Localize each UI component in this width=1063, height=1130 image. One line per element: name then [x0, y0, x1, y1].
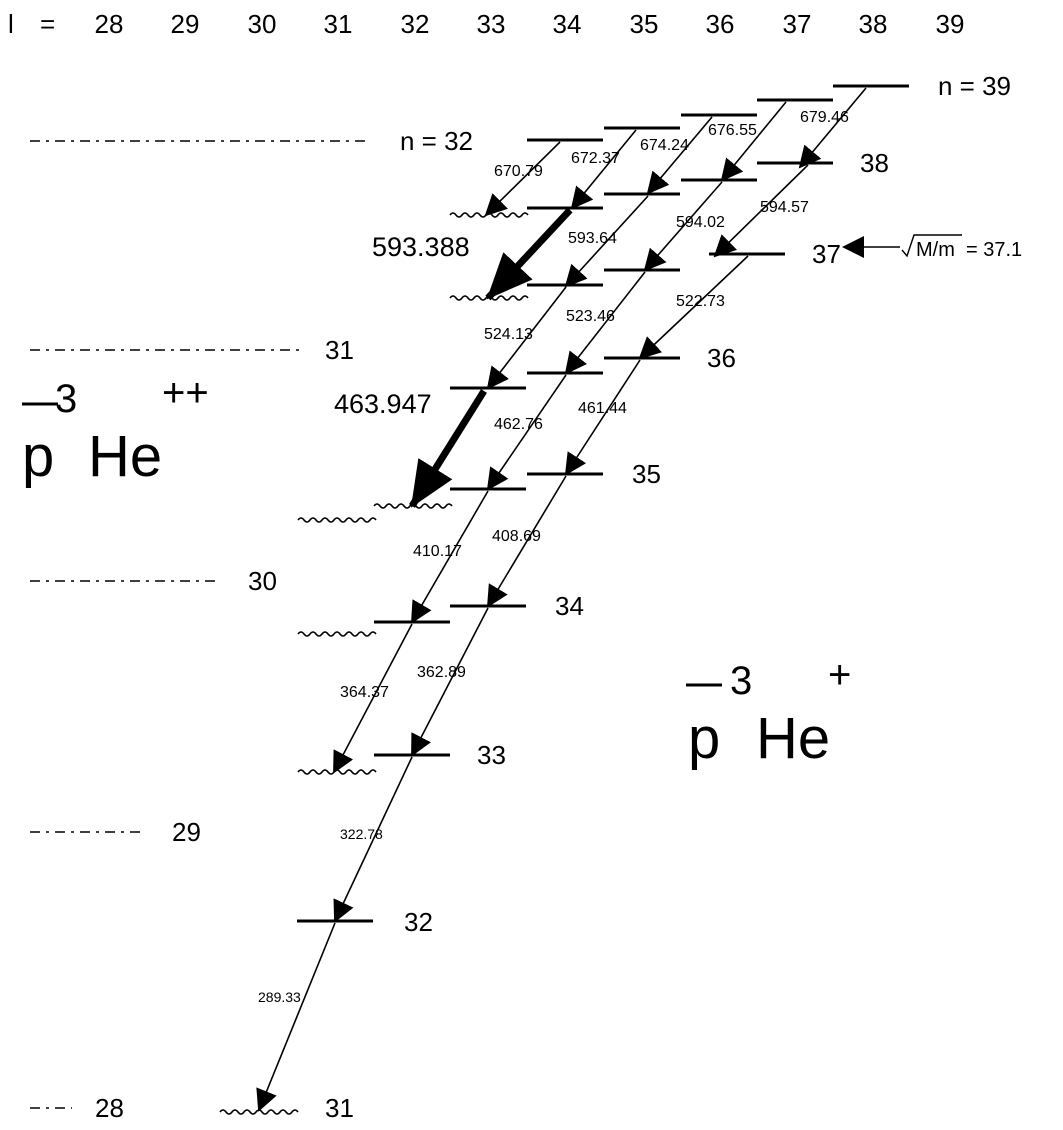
ion-level-n31-label: 31 — [325, 335, 354, 365]
transitions — [256, 87, 867, 1112]
wavelength-674-24: 674.24 — [640, 137, 689, 154]
level-n31-label: 31 — [325, 1093, 354, 1123]
transition-arrow-522-73 — [638, 255, 749, 360]
wavelength-594-57: 594.57 — [760, 199, 809, 216]
species-atom-label: p 3 He + — [686, 653, 851, 771]
wavy-state — [449, 212, 529, 218]
transition-arrow-462-76 — [486, 374, 567, 491]
l-value-30: 30 — [248, 9, 277, 39]
wavelength-679-46: 679.46 — [800, 109, 849, 126]
wavelength-593-388: 593.388 — [372, 232, 470, 262]
wavelength-364-37: 364.37 — [340, 684, 389, 701]
wavelength-410-17: 410.17 — [413, 543, 462, 560]
transition-arrow-461-44 — [564, 359, 641, 476]
transition-arrow-362-89 — [411, 607, 489, 757]
l-axis: l = 28 29 30 31 32 33 34 35 36 37 38 39 — [8, 9, 964, 39]
transition-arrow-594-57 — [713, 164, 809, 258]
l-value-31: 31 — [324, 9, 353, 39]
wavelength-462-76: 462.76 — [494, 416, 543, 433]
wavelength-593-64: 593.64 — [568, 230, 617, 247]
wavelength-463-947: 463.947 — [334, 389, 432, 419]
level-n34-label: 34 — [555, 591, 584, 621]
short-lived-states — [219, 212, 529, 1115]
sqrt-sign — [901, 234, 962, 258]
transition-arrow-410-17 — [410, 490, 489, 624]
level-n39-label: n = 39 — [938, 71, 1011, 101]
atom-levels: n = 39 38 37 36 35 34 33 32 — [297, 71, 1011, 1123]
wavelength-461-44: 461.44 — [578, 400, 627, 417]
level-n35-label: 35 — [632, 459, 661, 489]
l-value-36: 36 — [706, 9, 735, 39]
species-ion-charge: ++ — [162, 371, 209, 415]
wavy-state — [297, 517, 377, 523]
wavelength-362-89: 362.89 — [417, 664, 466, 681]
ion-level-n30-label: 30 — [248, 566, 277, 596]
wavy-state — [297, 631, 377, 637]
l-value-37: 37 — [783, 9, 812, 39]
transition-arrow-408-69 — [486, 475, 567, 608]
wavelength-524-13: 524.13 — [484, 326, 533, 343]
l-value-35: 35 — [630, 9, 659, 39]
transition-arrow-593-388 — [485, 207, 573, 301]
l-value-38: 38 — [859, 9, 888, 39]
transition-labels: 679.46 676.55 674.24 672.37 670.79 594.5… — [258, 109, 849, 1005]
species-atom-element: He — [756, 706, 830, 771]
transition-arrow-463-947 — [409, 389, 487, 508]
level-n36-label: 36 — [707, 343, 736, 373]
mass-ratio-label: M/m — [916, 239, 955, 261]
wavelength-670-79: 670.79 — [494, 163, 543, 180]
level-n33-label: 33 — [477, 740, 506, 770]
l-value-39: 39 — [936, 9, 965, 39]
species-ion-element: He — [88, 424, 162, 489]
transition-arrow-593-64 — [564, 195, 649, 288]
transition-arrow-289-33 — [256, 922, 336, 1112]
mass-ratio-annotation: M/m = 37.1 — [842, 234, 1022, 261]
l-axis-eq: = — [40, 9, 55, 39]
species-atom-charge: + — [828, 653, 851, 697]
transition-arrow-524-13 — [486, 286, 567, 390]
level-n38-label: 38 — [860, 148, 889, 178]
transition-arrow-670-79 — [484, 141, 561, 217]
wavelength-594-02: 594.02 — [676, 214, 725, 231]
level-n32-label: 32 — [404, 907, 433, 937]
l-value-32: 32 — [401, 9, 430, 39]
level-n37-label: 37 — [812, 239, 841, 269]
ion-level-n32-label: n = 32 — [400, 126, 473, 156]
species-atom-mass: 3 — [730, 659, 752, 703]
mass-ratio-value: = 37.1 — [966, 239, 1022, 261]
transition-arrow-523-46 — [564, 271, 646, 375]
wavelength-289-33: 289.33 — [258, 989, 301, 1005]
species-ion-label: p 3 He ++ — [22, 371, 209, 489]
l-value-34: 34 — [553, 9, 582, 39]
transition-arrow-676-55 — [720, 101, 787, 182]
ion-level-n29-label: 29 — [172, 817, 201, 847]
ion-levels: n = 32 31 30 29 28 — [30, 126, 473, 1123]
transition-arrow-679-46 — [798, 87, 867, 169]
wavelength-522-73: 522.73 — [676, 293, 725, 310]
l-value-33: 33 — [477, 9, 506, 39]
wavy-state — [297, 769, 377, 775]
species-ion-particle: p — [22, 424, 54, 489]
l-value-28: 28 — [95, 9, 124, 39]
transition-arrow-672-37 — [570, 129, 637, 210]
transition-arrow-594-02 — [643, 181, 723, 272]
wavelength-672-37: 672.37 — [571, 150, 620, 167]
species-atom-particle: p — [688, 706, 720, 771]
l-value-29: 29 — [171, 9, 200, 39]
wavelength-322-78: 322.78 — [340, 826, 383, 842]
ion-level-n28-label: 28 — [95, 1093, 124, 1123]
wavelength-408-69: 408.69 — [492, 528, 541, 545]
species-ion-mass: 3 — [55, 377, 77, 421]
transition-arrow-364-37 — [333, 623, 413, 774]
l-axis-label: l — [8, 9, 14, 39]
wavelength-676-55: 676.55 — [708, 122, 757, 139]
wavelength-523-46: 523.46 — [566, 308, 615, 325]
transition-arrow-322-78 — [333, 756, 413, 923]
transition-arrow-674-24 — [646, 116, 713, 195]
wavy-state — [219, 1109, 299, 1115]
